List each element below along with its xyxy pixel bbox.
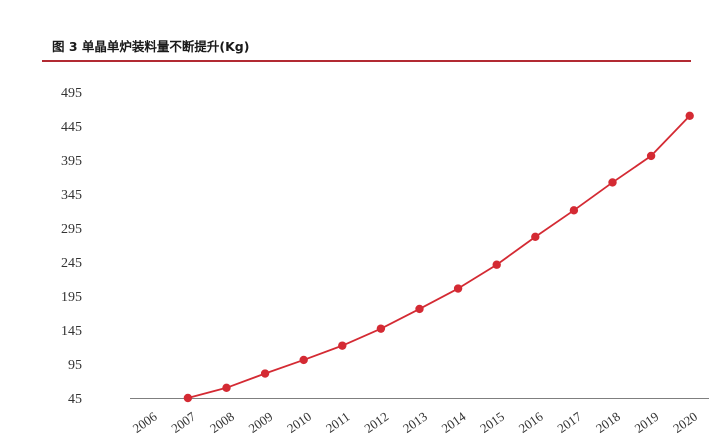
- data-point: [222, 383, 231, 392]
- y-tick-label: 295: [61, 222, 82, 237]
- x-tick-label: 2020: [670, 409, 700, 436]
- series-line-segment: [611, 155, 652, 184]
- data-point: [492, 260, 501, 269]
- series-points: [183, 111, 694, 403]
- x-tick-label: 2011: [323, 409, 353, 436]
- data-point: [183, 393, 193, 403]
- series-lines: [187, 115, 691, 399]
- data-point: [376, 324, 386, 333]
- x-tick-label: 2013: [400, 409, 430, 436]
- series-line-segment: [650, 115, 691, 157]
- series-line-segment: [496, 236, 536, 266]
- series-line-segment: [341, 327, 382, 347]
- series-line-segment: [264, 359, 304, 375]
- y-tick-label: 145: [61, 324, 82, 339]
- data-point: [338, 341, 347, 350]
- series-line-segment: [226, 372, 266, 389]
- x-axis-ticks: 2006 2007 2008 2009 2010 2011 2012 2013 2014 2015…: [130, 408, 700, 435]
- x-tick-label: 2009: [246, 409, 276, 436]
- data-point: [299, 355, 308, 365]
- series-line-segment: [534, 209, 575, 238]
- y-axis-ticks: 45 95 145 195 245 295 345 395 445 495: [61, 86, 82, 407]
- x-tick-label: 2012: [361, 409, 391, 436]
- x-tick-label: 2016: [516, 408, 546, 435]
- data-point: [646, 151, 656, 161]
- y-tick-label: 495: [61, 86, 82, 101]
- series-line-segment: [573, 181, 614, 212]
- x-tick-label: 2008: [207, 409, 237, 436]
- data-point: [260, 369, 270, 378]
- x-tick-label: 2006: [130, 408, 160, 435]
- data-point: [453, 284, 463, 293]
- data-point: [415, 304, 424, 314]
- data-point: [685, 111, 694, 121]
- x-tick-label: 2019: [632, 409, 662, 436]
- series-line-segment: [187, 386, 227, 399]
- y-tick-label: 245: [61, 256, 82, 271]
- series-line-segment: [457, 263, 498, 290]
- x-tick-label: 2010: [284, 409, 314, 436]
- x-tick-label: 2017: [554, 408, 584, 435]
- y-tick-label: 345: [61, 188, 82, 203]
- data-point: [569, 206, 579, 215]
- x-tick-label: 2018: [593, 409, 623, 436]
- y-tick-label: 445: [61, 120, 82, 135]
- figure-title: 图 3 单晶单炉装料量不断提升(Kg): [52, 39, 250, 54]
- x-tick-label: 2014: [439, 408, 469, 435]
- y-tick-label: 45: [68, 392, 82, 407]
- x-tick-label: 2015: [477, 409, 507, 436]
- series-line-segment: [303, 344, 343, 361]
- series-line-segment: [380, 308, 420, 330]
- series-line-segment: [419, 287, 459, 310]
- y-tick-label: 195: [61, 290, 82, 305]
- data-point: [531, 232, 540, 242]
- x-tick-label: 2007: [168, 408, 198, 435]
- y-tick-label: 95: [68, 358, 82, 373]
- data-point: [608, 178, 617, 187]
- y-tick-label: 395: [61, 154, 82, 169]
- title-rule: [42, 60, 691, 62]
